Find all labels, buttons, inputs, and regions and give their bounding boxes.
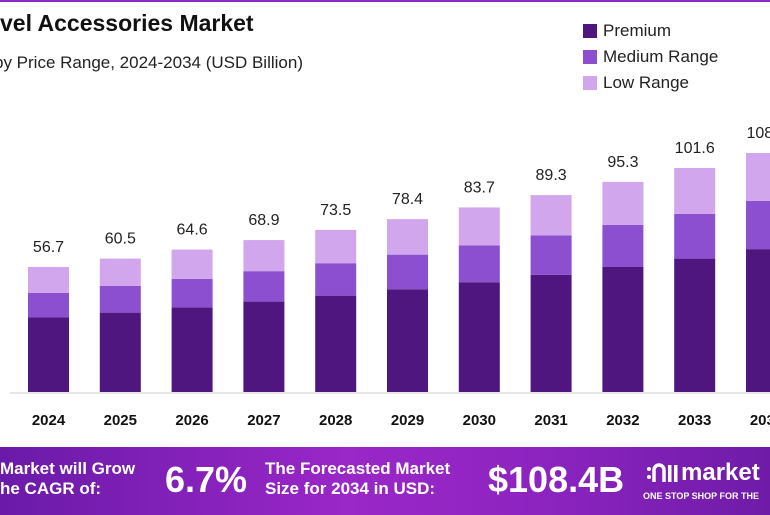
total-label: 101.6 xyxy=(675,140,715,157)
market-size-value: $108.4B xyxy=(488,459,625,500)
x-tick-label: 2024 xyxy=(32,412,66,429)
legend-item-premium: Premium xyxy=(583,18,718,44)
banner-cagr-text: Market will Grow he CAGR of: xyxy=(0,459,135,499)
banner-text-line: The Forecasted Market xyxy=(265,459,451,478)
x-tick-label: 2033 xyxy=(678,412,711,429)
x-tick-label: 2028 xyxy=(319,412,352,429)
logo-icon xyxy=(647,463,678,482)
bar-segment-low-range xyxy=(99,258,141,286)
bar-segment-low-range xyxy=(458,207,500,246)
total-label: 60.5 xyxy=(105,231,136,248)
legend: Premium Medium Range Low Range xyxy=(583,18,718,96)
bar-segment-medium-range xyxy=(674,213,716,259)
bar-segment-premium xyxy=(746,249,770,392)
bar-segment-low-range xyxy=(530,195,572,236)
bar-segment-medium-range xyxy=(315,263,357,296)
legend-label: Low Range xyxy=(603,73,690,92)
bar-segment-premium xyxy=(602,266,644,392)
bar-segment-medium-range xyxy=(387,254,428,290)
top-accent-line xyxy=(0,0,770,2)
bar-segment-medium-range xyxy=(99,285,141,313)
bar-segment-premium xyxy=(315,295,357,392)
x-tick-label: 2027 xyxy=(247,412,280,429)
bar-segment-low-range xyxy=(746,152,770,201)
bar-segment-low-range xyxy=(602,181,644,225)
cagr-value: 6.7% xyxy=(165,459,248,500)
bar-segment-premium xyxy=(674,258,716,392)
legend-label: Medium Range xyxy=(603,47,719,66)
legend-swatch xyxy=(583,76,597,90)
company-logo: market xyxy=(645,459,760,487)
bar-segment-premium xyxy=(243,301,285,392)
total-label: 89.3 xyxy=(536,167,567,184)
x-tick-label: 2031 xyxy=(534,412,567,429)
x-tick-label: 2029 xyxy=(391,412,424,429)
legend-swatch xyxy=(583,24,597,38)
banner-text-line: Size for 2034 in USD: xyxy=(265,479,436,498)
total-label: 68.9 xyxy=(248,212,279,229)
bar-segment-medium-range xyxy=(458,245,500,283)
bar-segment-medium-range xyxy=(530,235,572,275)
stacked-bar-chart: 56.7 2024 60.5 2025 64.6 2026 68.9 2027 73.5 2028… xyxy=(10,125,770,429)
bar-segment-medium-range xyxy=(602,224,644,267)
total-label: 95.3 xyxy=(607,154,638,171)
bar-segment-low-range xyxy=(243,240,285,272)
bar-segment-medium-range xyxy=(746,200,770,250)
bar-segment-premium xyxy=(530,274,572,392)
bar-segment-medium-range xyxy=(243,271,285,302)
banner-size-text: The Forecasted Market Size for 2034 in U… xyxy=(265,459,450,499)
total-label: 56.7 xyxy=(33,239,64,256)
total-label: 64.6 xyxy=(177,222,208,239)
total-label: 73.5 xyxy=(320,202,351,219)
bar-segment-low-range xyxy=(28,266,69,293)
banner-text-line: Market will Grow xyxy=(0,459,136,478)
bar-segment-medium-range xyxy=(28,292,69,318)
x-tick-label: 2030 xyxy=(463,412,496,429)
x-tick-label: 2026 xyxy=(175,412,208,429)
bar-segment-premium xyxy=(458,282,500,392)
legend-item-low: Low Range xyxy=(583,70,718,96)
summary-banner: Market will Grow he CAGR of: 6.7% The Fo… xyxy=(0,447,770,515)
total-label: 83.7 xyxy=(464,179,495,196)
bar-segment-premium xyxy=(171,307,213,392)
bar-segment-premium xyxy=(99,312,141,392)
bar-segment-premium xyxy=(28,317,69,392)
legend-label: Premium xyxy=(603,21,672,40)
x-tick-label: 2025 xyxy=(104,412,137,429)
logo-name: market xyxy=(681,459,760,486)
bar-segment-low-range xyxy=(674,167,716,214)
total-label: 108.4 xyxy=(746,125,770,142)
total-label: 78.4 xyxy=(392,191,423,208)
bar-segment-low-range xyxy=(387,219,428,255)
bar-segment-medium-range xyxy=(171,278,213,308)
x-tick-label: 2032 xyxy=(606,412,639,429)
legend-item-medium: Medium Range xyxy=(583,44,718,70)
bar-segment-low-range xyxy=(171,249,213,279)
chart-subtitle: by Price Range, 2024-2034 (USD Billion) xyxy=(0,53,303,72)
banner-text-line: he CAGR of: xyxy=(0,479,102,498)
legend-swatch xyxy=(583,50,597,64)
logo-tagline: ONE STOP SHOP FOR THE xyxy=(643,491,760,501)
bar-segment-premium xyxy=(387,289,428,392)
chart-title: vel Accessories Market xyxy=(0,10,254,36)
x-tick-label: 2034 xyxy=(750,412,770,429)
bar-segment-low-range xyxy=(315,229,357,264)
